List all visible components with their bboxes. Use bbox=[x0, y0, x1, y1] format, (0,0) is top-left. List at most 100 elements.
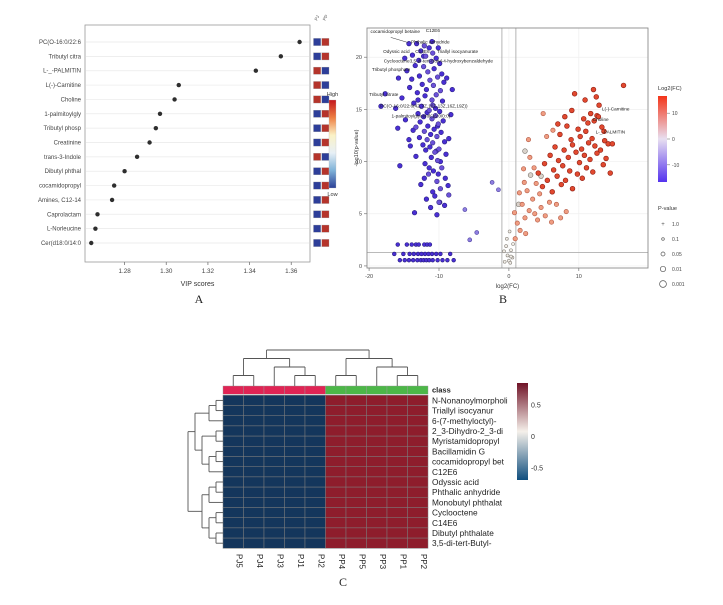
volcano-point-down-strong bbox=[423, 147, 429, 153]
volcano-point-up-strong bbox=[561, 147, 567, 153]
heatmap-cell bbox=[284, 456, 306, 467]
pvalue-legend-label: 0.05 bbox=[672, 252, 682, 258]
heatmap-cell bbox=[366, 446, 388, 457]
volcano-point-down-violet bbox=[424, 137, 430, 143]
pvalue-legend-plus-icon: + bbox=[661, 222, 665, 228]
volcano-point-label: 1-palmitoylglycerol(16:0/0:0) bbox=[391, 114, 450, 119]
pvalue-legend-label: 0.001 bbox=[672, 282, 685, 288]
volcano-point-down-strong bbox=[393, 105, 399, 111]
volcano-point-neutral-small bbox=[507, 229, 512, 234]
volcano-point-down-strong bbox=[421, 175, 427, 181]
volcano-point-down-violet bbox=[430, 82, 437, 88]
heatmap-cell bbox=[386, 446, 408, 457]
volcano-point-up-salmon bbox=[544, 134, 550, 140]
volcano-point-neutral-small bbox=[504, 244, 508, 248]
vip-heat-col-label: PP bbox=[322, 14, 329, 22]
volcano-point-up-strong bbox=[593, 94, 599, 100]
volcano-point-neutral-small bbox=[502, 259, 507, 264]
vip-group-square bbox=[321, 210, 330, 219]
heatmap-cell bbox=[222, 425, 244, 437]
heatmap-cell bbox=[407, 425, 429, 437]
heatmap-cell bbox=[345, 425, 367, 437]
volcano-point-up-strong bbox=[579, 175, 585, 181]
volcano-point-up-strong bbox=[562, 113, 568, 120]
vip-group-square bbox=[313, 52, 321, 61]
volcano-point-up-strong bbox=[549, 189, 555, 195]
vip-group-square bbox=[321, 224, 330, 233]
volcano-point-up-salmon bbox=[522, 215, 528, 221]
volcano-point-down-violet bbox=[436, 146, 442, 152]
volcano-point-down-strong bbox=[416, 57, 422, 63]
volcano-point-down-strong bbox=[433, 55, 439, 61]
volcano-point-up-strong bbox=[590, 86, 597, 93]
volcano-point-neutral-large bbox=[522, 148, 528, 154]
volcano-point-neutral-large bbox=[527, 172, 534, 178]
heatmap-cell bbox=[407, 446, 429, 457]
volcano-point-up-strong bbox=[583, 165, 590, 171]
volcano-point-up-strong bbox=[558, 181, 565, 188]
volcano-point-down-strong bbox=[418, 103, 425, 109]
volcano-point-down-violet bbox=[423, 53, 429, 59]
vip-group-square bbox=[321, 52, 330, 61]
volcano-point-down-strong bbox=[441, 202, 448, 208]
heatmap-cell bbox=[263, 507, 285, 518]
volcano-point-down-violet bbox=[434, 178, 440, 184]
heatmap-cell bbox=[345, 517, 367, 529]
volcano-point-down-violet bbox=[425, 69, 431, 75]
heatmap-row-label: Monobutyl phthalat bbox=[432, 497, 503, 507]
vip-group-square bbox=[313, 224, 321, 233]
vip-row-label: L-_-PALMITIN bbox=[43, 69, 81, 75]
heatmap-cell bbox=[222, 517, 244, 529]
volcano-point-down-strong bbox=[413, 153, 419, 159]
volcano-point-up-salmon bbox=[511, 210, 517, 216]
volcano-point-label: cocamidopropyl betaine bbox=[370, 29, 420, 34]
class-annotation-cell bbox=[386, 385, 408, 395]
volcano-point-down-violet bbox=[430, 102, 436, 108]
vip-heat-col-label: PJ bbox=[313, 14, 320, 21]
volcano-point-neutral-small bbox=[511, 242, 515, 246]
volcano-point-up-strong bbox=[585, 140, 592, 146]
volcano-point-down-strong bbox=[448, 112, 454, 118]
volcano-point-down-strong bbox=[437, 108, 443, 115]
volcano-point-up-strong bbox=[574, 171, 581, 177]
heatmap-cell bbox=[222, 527, 244, 539]
x-tick-label: 1.28 bbox=[118, 268, 131, 275]
volcano-point-down-strong bbox=[406, 137, 412, 143]
volcano-point-down-violet bbox=[429, 116, 435, 122]
vip-group-square bbox=[313, 38, 321, 46]
heatmap-cell bbox=[284, 497, 306, 508]
high-low-colorbar bbox=[328, 99, 337, 189]
volcano-point-up-salmon bbox=[523, 231, 529, 237]
vip-row-label: Caprolactam bbox=[47, 212, 81, 218]
volcano-point-down-low bbox=[397, 257, 403, 263]
volcano-point-down-violet bbox=[434, 74, 441, 80]
heatmap-cell bbox=[386, 405, 408, 416]
heatmap-cell bbox=[366, 486, 388, 498]
heatmap-cell bbox=[243, 537, 265, 549]
volcano-point-down-violet bbox=[426, 107, 432, 114]
heatmap-cell bbox=[284, 537, 306, 549]
volcano-point-down-violet bbox=[421, 43, 427, 49]
heatmap-cell bbox=[284, 466, 306, 478]
volcano-point-up-strong bbox=[567, 168, 573, 174]
volcano-point-up-salmon bbox=[549, 219, 555, 225]
volcano-point-down-violet bbox=[421, 128, 427, 134]
vip-row-label: L-Norleucine bbox=[47, 227, 82, 233]
heatmap-cell bbox=[304, 405, 326, 416]
volcano-point-down-low bbox=[404, 242, 410, 247]
heatmap-cell bbox=[325, 466, 347, 478]
volcano-point-down-strong bbox=[418, 48, 424, 54]
heatmap-cell bbox=[263, 517, 285, 529]
vip-row-label: L(-)-Carnitine bbox=[46, 83, 82, 89]
volcano-point-down-low bbox=[440, 257, 445, 263]
vip-group-square bbox=[321, 138, 330, 147]
volcano-point-down-low bbox=[402, 257, 407, 263]
plot-border bbox=[84, 24, 311, 263]
x-tick-label: -20 bbox=[365, 274, 373, 280]
volcano-point-label: Odyssic acid bbox=[383, 49, 410, 54]
heatmap-cell bbox=[222, 456, 244, 467]
heatmap-cell bbox=[386, 395, 408, 406]
volcano-point-up-strong bbox=[596, 102, 602, 108]
volcano-point-up-salmon bbox=[540, 111, 546, 117]
